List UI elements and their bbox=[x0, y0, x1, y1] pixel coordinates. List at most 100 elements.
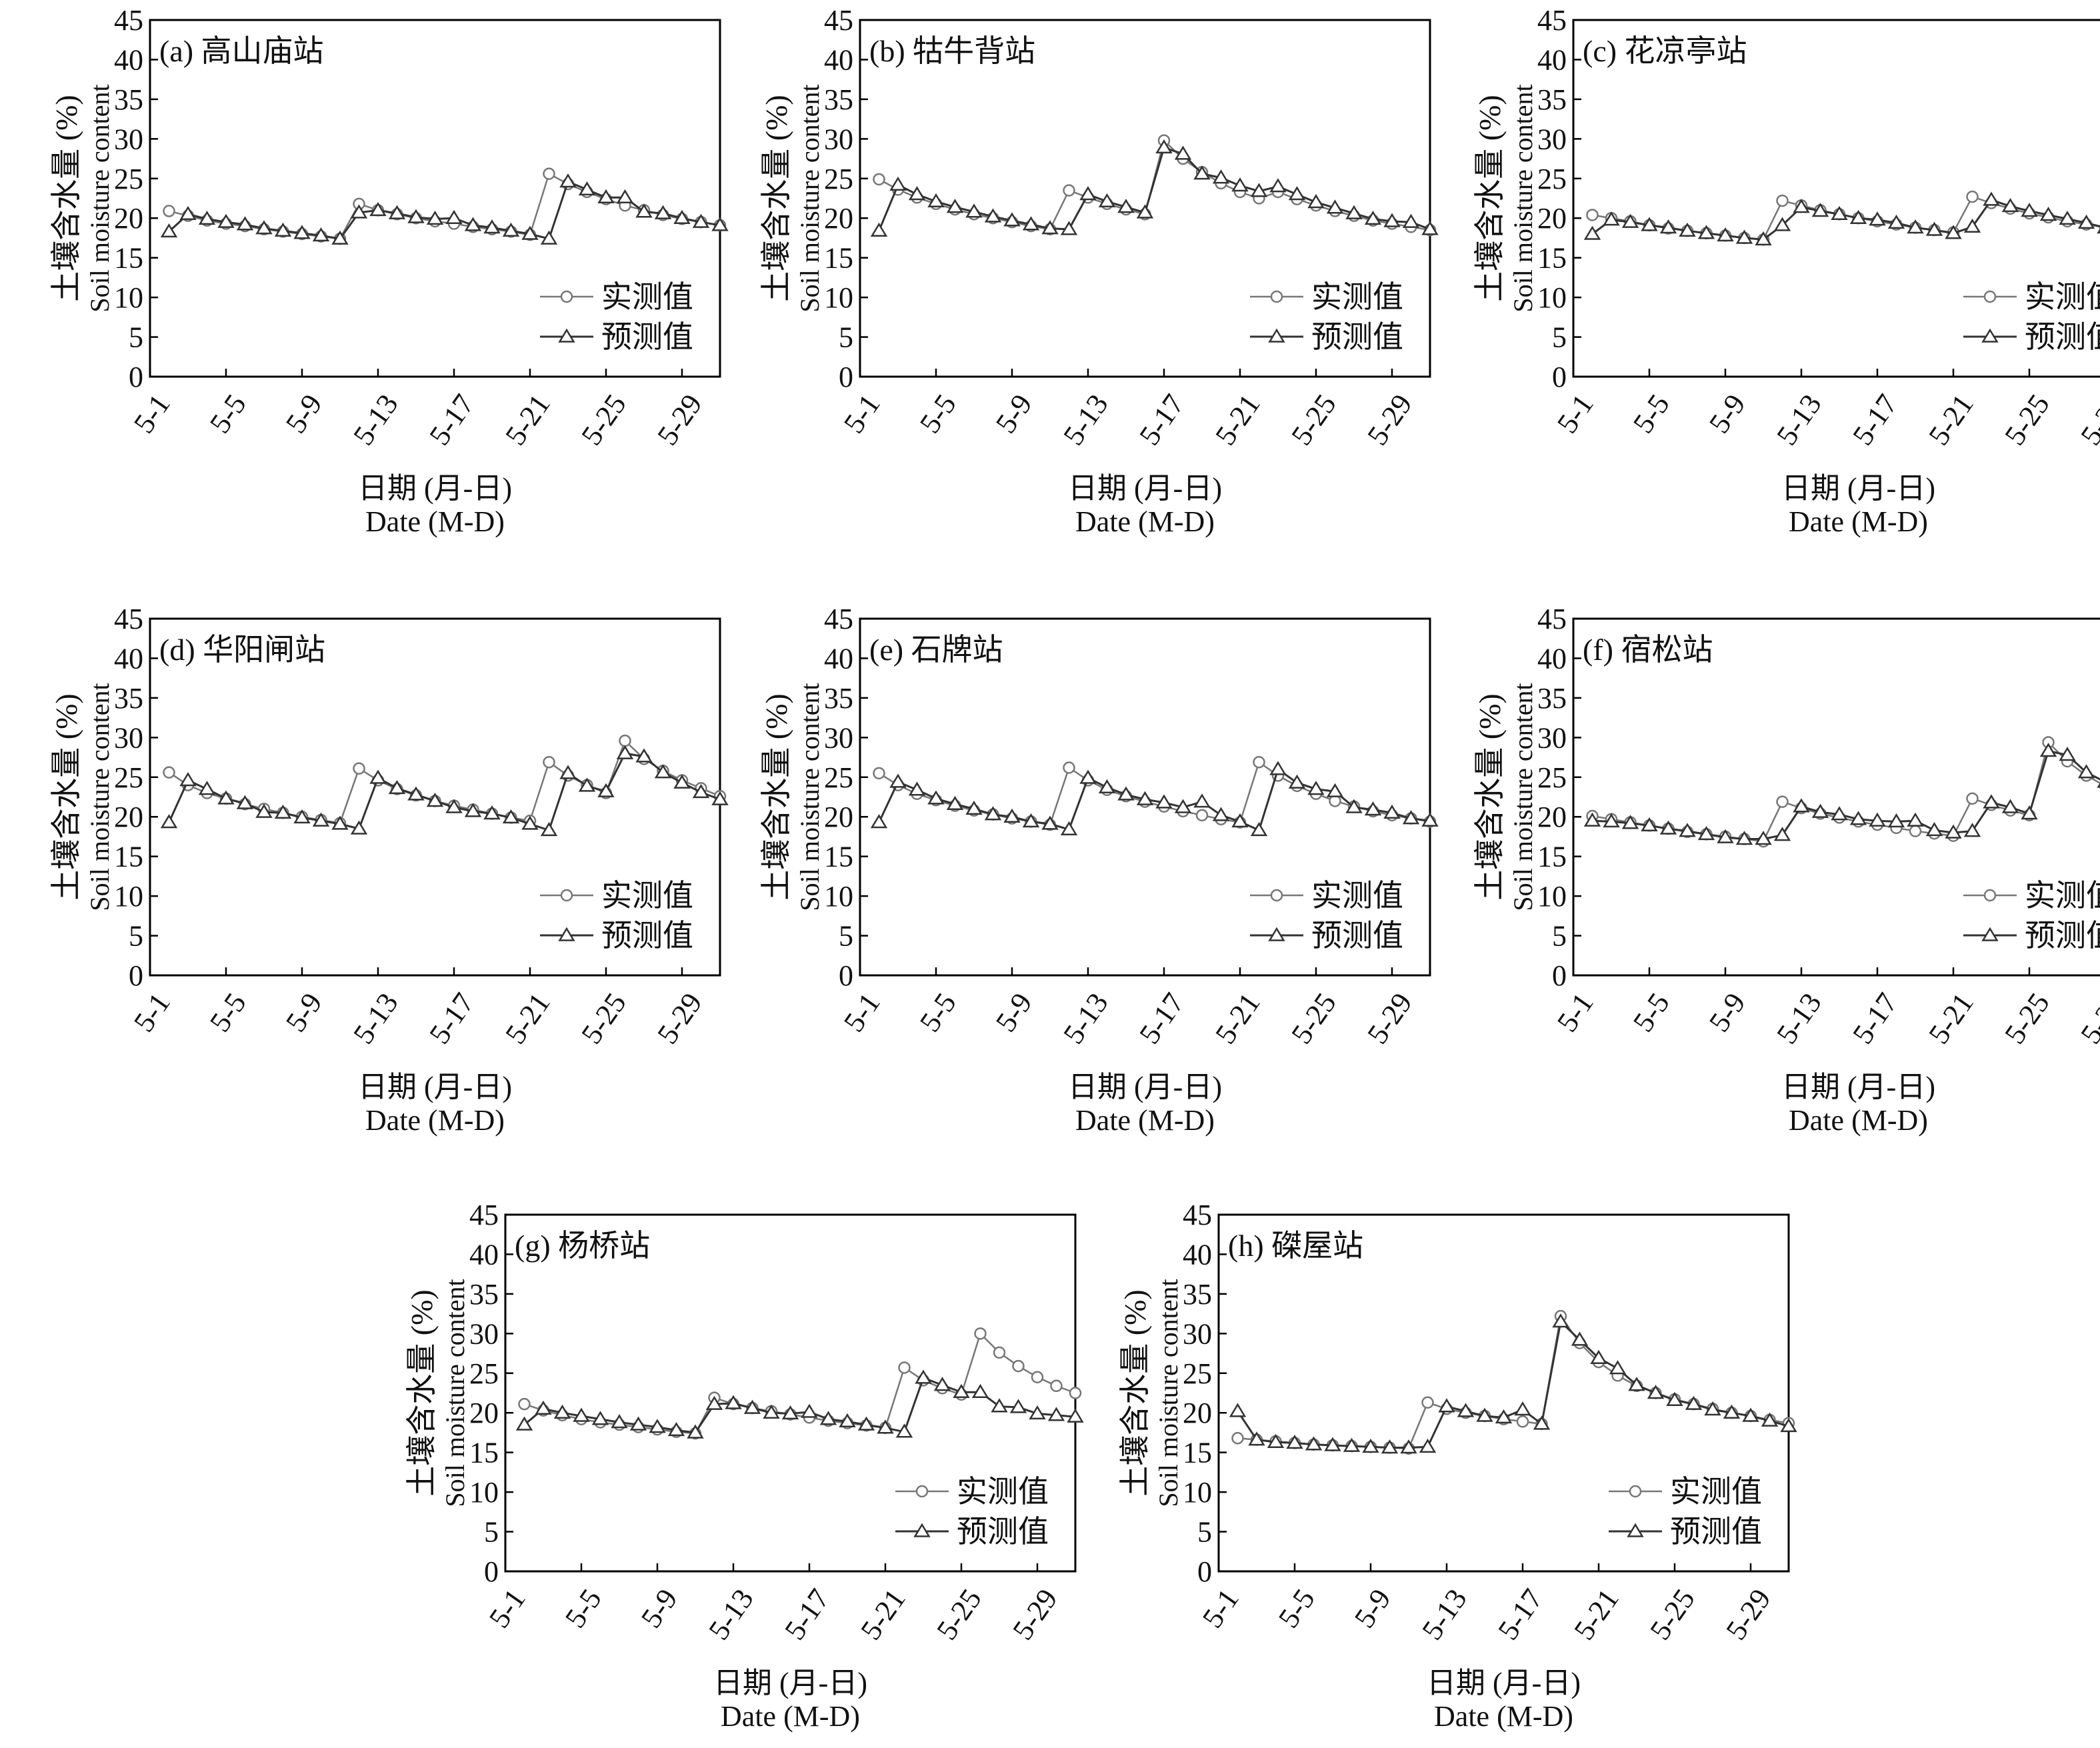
predicted-point bbox=[1659, 219, 1677, 234]
predicted-point bbox=[350, 204, 368, 219]
predicted-point bbox=[1869, 211, 1886, 226]
predicted-point bbox=[1457, 1403, 1475, 1417]
x-tick-label: 5-1 bbox=[1551, 389, 1600, 439]
y-axis-label-cn: 土壤含水量 (%) bbox=[1118, 1289, 1152, 1496]
predicted-point bbox=[1983, 794, 2000, 809]
predicted-point bbox=[1793, 199, 1810, 213]
y-tick-label: 25 bbox=[1537, 163, 1567, 195]
predicted-point bbox=[927, 193, 945, 208]
predicted-point bbox=[1831, 205, 1848, 221]
y-tick-label: 35 bbox=[1537, 83, 1567, 116]
predicted-point bbox=[654, 764, 672, 779]
predicted-point bbox=[971, 1383, 989, 1399]
predicted-point bbox=[1029, 1405, 1046, 1420]
y-tick-label: 0 bbox=[484, 1555, 499, 1588]
legend-marker-observed bbox=[1983, 889, 1997, 902]
predicted-point bbox=[255, 220, 273, 235]
predicted-point bbox=[1735, 229, 1753, 244]
x-tick-label: 5-5 bbox=[913, 987, 963, 1038]
observed-point bbox=[1909, 825, 1922, 837]
y-tick-label: 15 bbox=[469, 1437, 499, 1469]
legend-label-observed: 实测值 bbox=[2025, 879, 2100, 913]
x-tick-label: 5-17 bbox=[778, 1583, 835, 1646]
predicted-point bbox=[1250, 822, 1268, 837]
panel-title: (c) 花凉亭站 bbox=[1583, 34, 1747, 68]
x-axis-label-cn: 日期 (月-日) bbox=[358, 1071, 512, 1103]
predicted-point bbox=[1831, 806, 1848, 821]
predicted-point bbox=[1907, 219, 1924, 234]
observed-point bbox=[974, 1327, 987, 1340]
predicted-point bbox=[635, 748, 653, 763]
predicted-point bbox=[369, 201, 387, 217]
observed-point bbox=[619, 734, 631, 747]
predicted-point bbox=[1286, 1434, 1303, 1449]
legend-label-predicted: 预测值 bbox=[1311, 320, 1403, 354]
x-tick-label: 5-5 bbox=[913, 389, 963, 439]
predicted-point bbox=[591, 1411, 609, 1425]
x-tick-label: 5-21 bbox=[854, 1583, 911, 1646]
y-tick-label: 30 bbox=[824, 123, 853, 155]
y-tick-label: 40 bbox=[469, 1238, 499, 1271]
predicted-point bbox=[573, 1407, 590, 1422]
predicted-point bbox=[870, 222, 888, 237]
predicted-point bbox=[1717, 829, 1734, 843]
predicted-point bbox=[1288, 774, 1306, 789]
y-tick-label: 30 bbox=[1537, 721, 1567, 754]
series-line-observed bbox=[878, 761, 1431, 826]
predicted-point bbox=[1761, 1412, 1779, 1427]
predicted-point bbox=[1679, 823, 1696, 837]
predicted-point bbox=[1583, 812, 1601, 827]
predicted-point bbox=[553, 1404, 571, 1419]
predicted-point bbox=[1679, 222, 1696, 237]
x-tick-label: 5-25 bbox=[1998, 389, 2055, 451]
predicted-point bbox=[1887, 813, 1905, 828]
predicted-point bbox=[1849, 811, 1867, 825]
predicted-point bbox=[1364, 801, 1382, 816]
predicted-point bbox=[1383, 213, 1401, 227]
legend-label-observed: 实测值 bbox=[601, 879, 693, 913]
predicted-point bbox=[1288, 186, 1306, 201]
predicted-point bbox=[839, 1413, 856, 1428]
series-line-predicted bbox=[878, 767, 1431, 832]
x-axis-label-en: Date (M-D) bbox=[365, 505, 505, 538]
predicted-point bbox=[1907, 812, 1924, 827]
predicted-point bbox=[1079, 186, 1097, 201]
predicted-point bbox=[1697, 225, 1715, 239]
predicted-point bbox=[369, 769, 387, 784]
y-tick-label: 25 bbox=[824, 163, 853, 195]
y-tick-label: 20 bbox=[469, 1397, 499, 1429]
panel-h: 0 5 10 15 20 25 30 35 40 45 5-1 5-5 5-9 5-13 5-17 5-21 5… bbox=[1118, 1199, 1797, 1733]
y-tick-label: 10 bbox=[114, 880, 143, 913]
predicted-point bbox=[331, 230, 349, 245]
predicted-point bbox=[629, 1416, 647, 1431]
predicted-point bbox=[521, 815, 539, 830]
predicted-point bbox=[597, 783, 615, 797]
predicted-point bbox=[407, 209, 425, 223]
predicted-point bbox=[2059, 210, 2076, 225]
y-tick-label: 40 bbox=[824, 43, 853, 76]
x-tick-label: 5-29 bbox=[651, 987, 708, 1050]
y-tick-label: 10 bbox=[824, 281, 853, 314]
y-tick-label: 35 bbox=[1183, 1278, 1212, 1311]
x-tick-label: 5-25 bbox=[1643, 1583, 1701, 1646]
legend-label-observed: 实测值 bbox=[601, 280, 693, 314]
y-tick-label: 45 bbox=[114, 603, 143, 635]
predicted-point bbox=[654, 205, 672, 219]
x-tick-label: 5-21 bbox=[1922, 389, 1979, 451]
panel-e: 0 5 10 15 20 25 30 35 40 45 5-1 5-5 5-9 5-13 5-17 5-21 5… bbox=[759, 603, 1439, 1137]
predicted-point bbox=[464, 803, 482, 817]
x-axis-label-cn: 日期 (月-日) bbox=[1427, 1667, 1581, 1699]
predicted-point bbox=[1364, 210, 1382, 225]
x-tick-label: 5-1 bbox=[837, 389, 887, 439]
predicted-point bbox=[1603, 211, 1620, 226]
predicted-point bbox=[1621, 815, 1639, 829]
predicted-point bbox=[2077, 214, 2095, 229]
x-tick-label: 5-5 bbox=[203, 389, 253, 439]
panel-title: (d) 华阳闸站 bbox=[159, 633, 325, 667]
predicted-point bbox=[1174, 799, 1192, 813]
predicted-point bbox=[1193, 793, 1211, 808]
predicted-point bbox=[1326, 783, 1344, 797]
x-axis-label-en: Date (M-D) bbox=[1075, 1104, 1215, 1137]
